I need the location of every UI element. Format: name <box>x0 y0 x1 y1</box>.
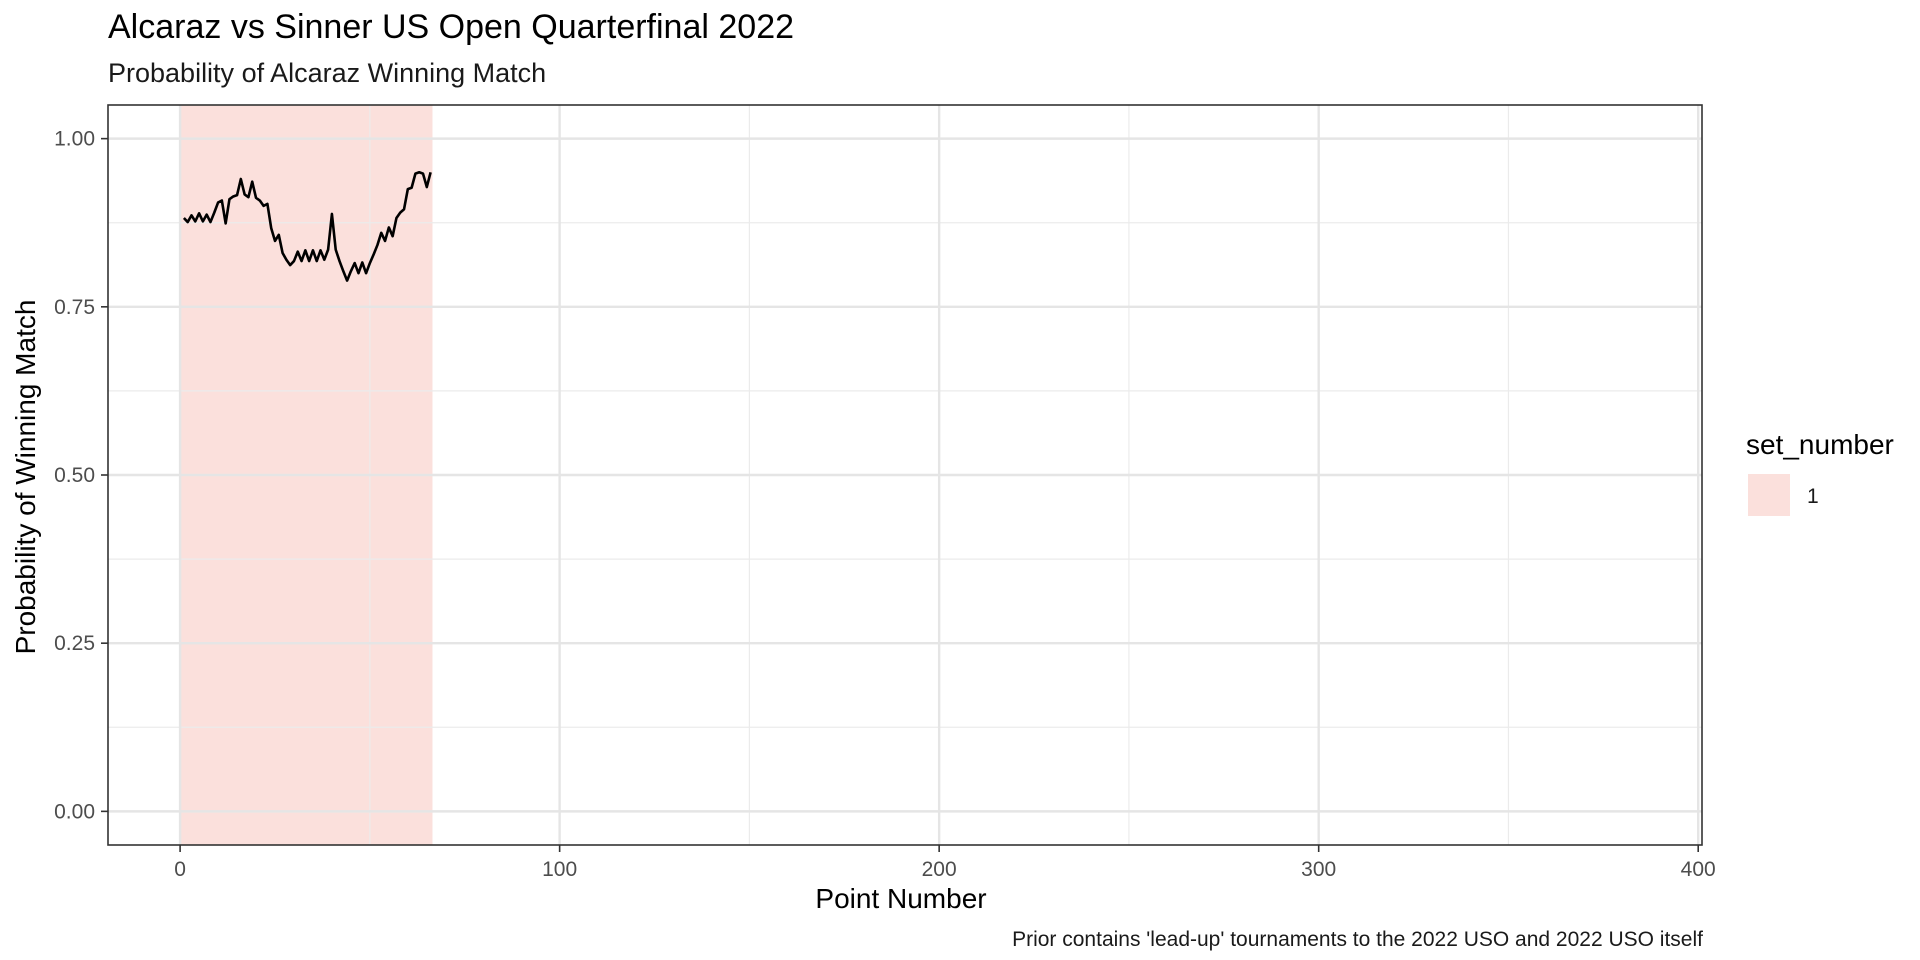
y-axis-title: Probability of Winning Match <box>10 300 41 655</box>
chart-caption: Prior contains 'lead-up' tournaments to … <box>1012 928 1703 951</box>
legend-key-set-1 <box>1748 474 1790 516</box>
x-tick-label: 400 <box>1681 858 1716 881</box>
legend-title: set_number <box>1746 429 1894 460</box>
plot-panel: 0 100 200 300 400 0.00 0.25 0.50 0.75 1.00 <box>54 104 1716 881</box>
x-tick-label: 0 <box>174 858 186 881</box>
legend: set_number 1 <box>1746 429 1894 516</box>
win-probability-line <box>182 170 432 282</box>
y-tick-label: 0.50 <box>54 464 95 487</box>
legend-label-set-1: 1 <box>1807 485 1819 508</box>
x-tick-label: 200 <box>922 858 957 881</box>
y-tick-label: 0.25 <box>54 632 95 655</box>
x-tick-label: 100 <box>542 858 577 881</box>
x-axis-title: Point Number <box>815 883 986 914</box>
y-tick-label: 0.75 <box>54 296 95 319</box>
y-tick-label: 1.00 <box>54 128 95 151</box>
chart-title: Alcaraz vs Sinner US Open Quarterfinal 2… <box>108 8 794 46</box>
y-tick-label: 0.00 <box>54 800 95 823</box>
x-tick-label: 300 <box>1301 858 1336 881</box>
chart-subtitle: Probability of Alcaraz Winning Match <box>108 58 546 88</box>
